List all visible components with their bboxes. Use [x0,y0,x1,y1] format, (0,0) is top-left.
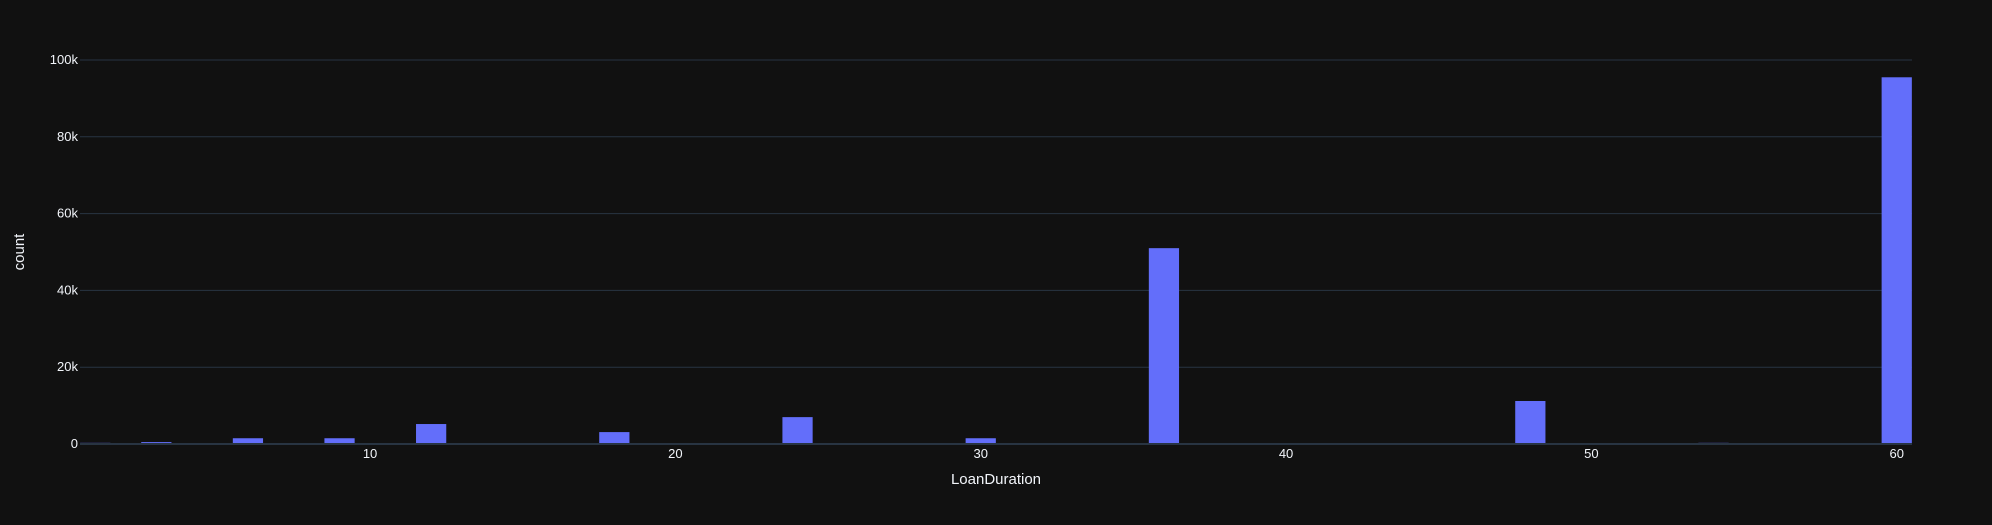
bar[interactable] [782,417,813,444]
bar[interactable] [416,424,447,444]
x-axis-label: LoanDuration [951,471,1041,488]
y-tick-label: 20k [57,359,78,374]
y-tick-label: 40k [57,282,78,297]
bar[interactable] [599,432,630,444]
bar[interactable] [965,438,996,444]
y-axis-ticks: 0 20k 40k 60k 80k 100k [50,52,79,451]
x-tick-label: 10 [363,446,377,461]
bar[interactable] [1515,400,1546,444]
y-axis-label: count [11,233,28,271]
y-tick-label: 0 [71,436,78,451]
gridlines [80,59,1912,368]
y-tick-label: 100k [50,52,79,67]
y-tick-label: 60k [57,206,78,221]
x-tick-label: 40 [1279,446,1293,461]
bar[interactable] [324,438,355,444]
x-tick-label: 30 [973,446,987,461]
bar[interactable] [1148,248,1180,444]
x-tick-label: 50 [1584,446,1598,461]
y-tick-label: 80k [57,129,78,144]
x-tick-label: 60 [1889,446,1903,461]
bar[interactable] [1881,77,1912,444]
x-tick-label: 20 [668,446,682,461]
bars [80,77,1912,444]
bar[interactable] [232,438,264,444]
x-axis-ticks: 10 20 30 40 50 60 [363,446,1904,461]
